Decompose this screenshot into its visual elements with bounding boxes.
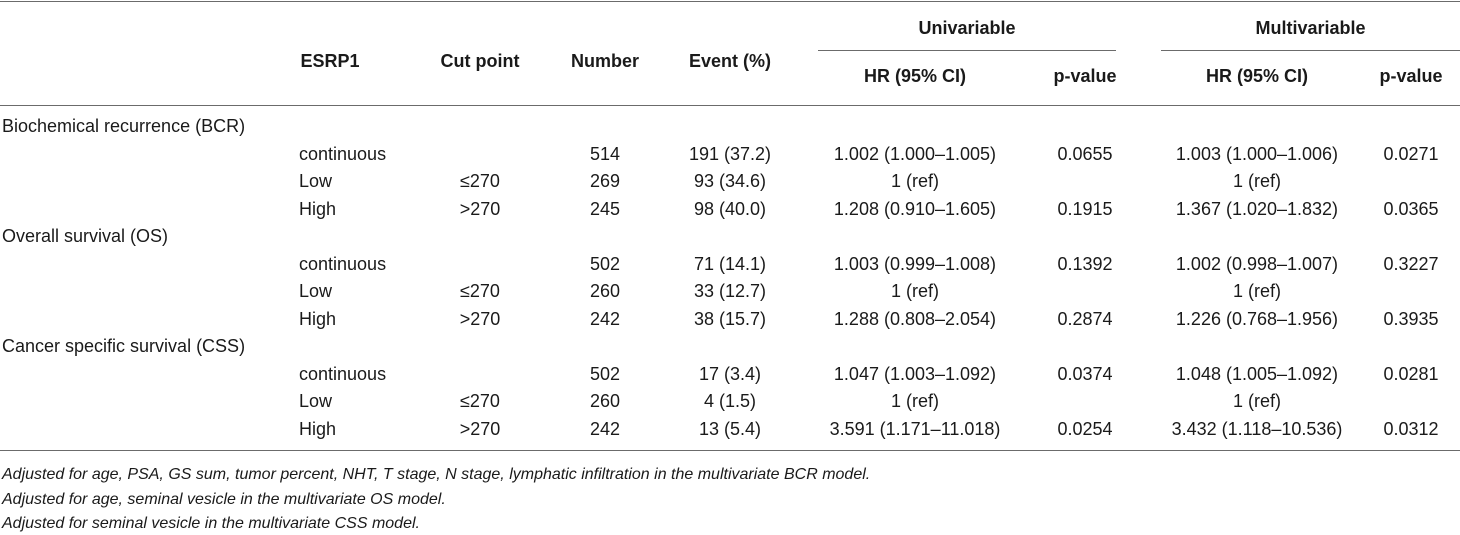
header-univariable: Univariable xyxy=(918,18,1016,38)
cell-multi-hr: 1 (ref) xyxy=(1232,391,1281,411)
cell-uni-hr: 1 (ref) xyxy=(890,171,939,191)
top-rule xyxy=(0,1,1460,2)
cell-esrp1: continuous xyxy=(299,254,387,274)
header-cut-point: Cut point xyxy=(440,51,520,71)
cell-cut: >270 xyxy=(459,419,501,439)
header-number: Number xyxy=(570,51,639,71)
cell-event: 33 (12.7) xyxy=(693,281,767,301)
cell-number: 260 xyxy=(589,391,621,411)
cell-number: 242 xyxy=(589,419,621,439)
univariable-underline xyxy=(818,50,1116,51)
cell-number: 514 xyxy=(589,144,621,164)
footnote-bcr: Adjusted for age, PSA, GS sum, tumor per… xyxy=(2,466,871,483)
cell-multi-hr: 1 (ref) xyxy=(1232,281,1281,301)
footnote-css: Adjusted for seminal vesicle in the mult… xyxy=(2,515,420,532)
header-esrp1: ESRP1 xyxy=(300,51,360,71)
cell-cut: ≤270 xyxy=(460,171,500,191)
cell-multi-hr: 1.003 (1.000–1.006) xyxy=(1175,144,1339,164)
cell-uni-p: 0.0374 xyxy=(1057,364,1113,384)
cell-uni-hr: 3.591 (1.171–11.018) xyxy=(829,419,1001,439)
cell-event: 71 (14.1) xyxy=(693,254,767,274)
header-uni-pvalue: p-value xyxy=(1053,66,1117,86)
cell-uni-p: 0.1915 xyxy=(1057,199,1113,219)
cell-uni-hr: 1.002 (1.000–1.005) xyxy=(833,144,997,164)
cell-multi-p: 0.0271 xyxy=(1383,144,1439,164)
header-bottom-rule xyxy=(0,105,1460,106)
header-multi-pvalue: p-value xyxy=(1379,66,1443,86)
header-event: Event (%) xyxy=(688,51,771,71)
cell-esrp1: Low xyxy=(299,281,333,301)
cell-event: 191 (37.2) xyxy=(688,144,772,164)
table-bottom-rule xyxy=(0,450,1460,451)
cell-event: 93 (34.6) xyxy=(693,171,767,191)
cell-multi-hr: 1.226 (0.768–1.956) xyxy=(1175,309,1339,329)
cell-event: 13 (5.4) xyxy=(698,419,762,439)
cell-uni-p: 0.1392 xyxy=(1057,254,1113,274)
header-uni-hr: HR (95% CI) xyxy=(863,66,966,86)
cell-uni-hr: 1.288 (0.808–2.054) xyxy=(833,309,997,329)
section-title-os: Overall survival (OS) xyxy=(2,226,169,246)
cell-number: 245 xyxy=(589,199,621,219)
cell-esrp1: continuous xyxy=(299,364,387,384)
section-title-css: Cancer specific survival (CSS) xyxy=(2,336,246,356)
cell-multi-hr: 1 (ref) xyxy=(1232,171,1281,191)
cell-cut: ≤270 xyxy=(460,391,500,411)
multivariable-underline xyxy=(1161,50,1460,51)
cell-uni-p: 0.0254 xyxy=(1057,419,1113,439)
cell-multi-hr: 1.048 (1.005–1.092) xyxy=(1175,364,1339,384)
cell-number: 502 xyxy=(589,254,621,274)
cell-multi-p: 0.3227 xyxy=(1383,254,1439,274)
cell-multi-p: 0.0281 xyxy=(1383,364,1439,384)
cell-esrp1: High xyxy=(299,199,337,219)
cell-cut: >270 xyxy=(459,199,501,219)
cell-number: 502 xyxy=(589,364,621,384)
cell-uni-p: 0.0655 xyxy=(1057,144,1113,164)
cell-number: 260 xyxy=(589,281,621,301)
cell-multi-p: 0.3935 xyxy=(1383,309,1439,329)
cell-uni-hr: 1 (ref) xyxy=(890,391,939,411)
cell-uni-hr: 1.003 (0.999–1.008) xyxy=(833,254,997,274)
cell-event: 4 (1.5) xyxy=(703,391,757,411)
cell-event: 17 (3.4) xyxy=(698,364,762,384)
cell-cut: >270 xyxy=(459,309,501,329)
cell-multi-p: 0.0365 xyxy=(1383,199,1439,219)
cell-uni-hr: 1.208 (0.910–1.605) xyxy=(833,199,997,219)
cell-multi-hr: 1.002 (0.998–1.007) xyxy=(1175,254,1339,274)
cell-multi-hr: 3.432 (1.118–10.536) xyxy=(1171,419,1343,439)
cell-event: 98 (40.0) xyxy=(693,199,767,219)
cell-esrp1: High xyxy=(299,309,337,329)
cell-uni-hr: 1 (ref) xyxy=(890,281,939,301)
cell-multi-p: 0.0312 xyxy=(1383,419,1439,439)
footnote-os: Adjusted for age, seminal vesicle in the… xyxy=(2,491,446,508)
cell-esrp1: Low xyxy=(299,171,333,191)
cell-cut: ≤270 xyxy=(460,281,500,301)
cell-number: 269 xyxy=(589,171,621,191)
cell-event: 38 (15.7) xyxy=(693,309,767,329)
cell-number: 242 xyxy=(589,309,621,329)
header-multivariable: Multivariable xyxy=(1255,18,1366,38)
cell-esrp1: Low xyxy=(299,391,333,411)
header-multi-hr: HR (95% CI) xyxy=(1205,66,1308,86)
cell-uni-hr: 1.047 (1.003–1.092) xyxy=(833,364,997,384)
cell-uni-p: 0.2874 xyxy=(1057,309,1113,329)
cell-multi-hr: 1.367 (1.020–1.832) xyxy=(1175,199,1339,219)
cell-esrp1: High xyxy=(299,419,337,439)
cell-esrp1: continuous xyxy=(299,144,387,164)
section-title-bcr: Biochemical recurrence (BCR) xyxy=(2,116,246,136)
